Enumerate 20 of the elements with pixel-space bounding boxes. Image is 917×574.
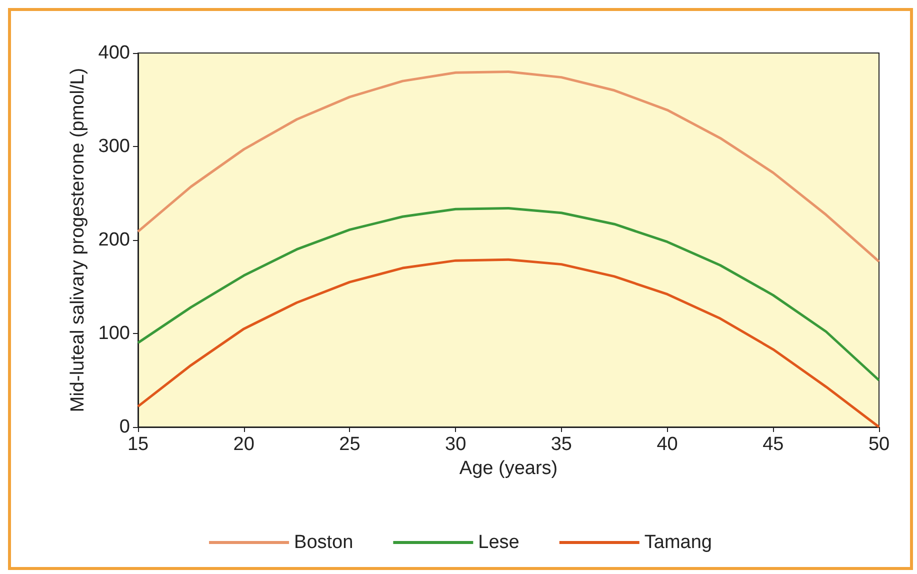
y-tick-label: 400 xyxy=(98,42,130,64)
x-tick-label: 15 xyxy=(127,434,149,455)
x-axis-title: Age (years) xyxy=(459,458,558,479)
x-tick-label: 35 xyxy=(550,434,572,455)
legend-label: Lese xyxy=(478,532,520,553)
legend-label: Tamang xyxy=(644,532,712,553)
y-tick-label: 100 xyxy=(98,323,130,344)
line-series xyxy=(136,206,880,382)
y-tick-label: 200 xyxy=(98,230,130,250)
x-tick-label: 50 xyxy=(868,434,890,455)
y-tick-label: 300 xyxy=(98,136,130,157)
x-tick-label: 20 xyxy=(233,434,254,455)
y-tick-label: 0 xyxy=(119,416,130,438)
x-tick-label: 30 xyxy=(445,434,466,455)
legend-label: Boston xyxy=(294,532,354,553)
x-tick-label: 40 xyxy=(656,434,678,455)
x-tick-label: 45 xyxy=(762,434,784,455)
line-series xyxy=(136,70,880,263)
x-tick-label: 25 xyxy=(339,434,360,455)
y-axis-title: Mid-luteal salivary progesterone (pmol/L) xyxy=(67,68,88,412)
